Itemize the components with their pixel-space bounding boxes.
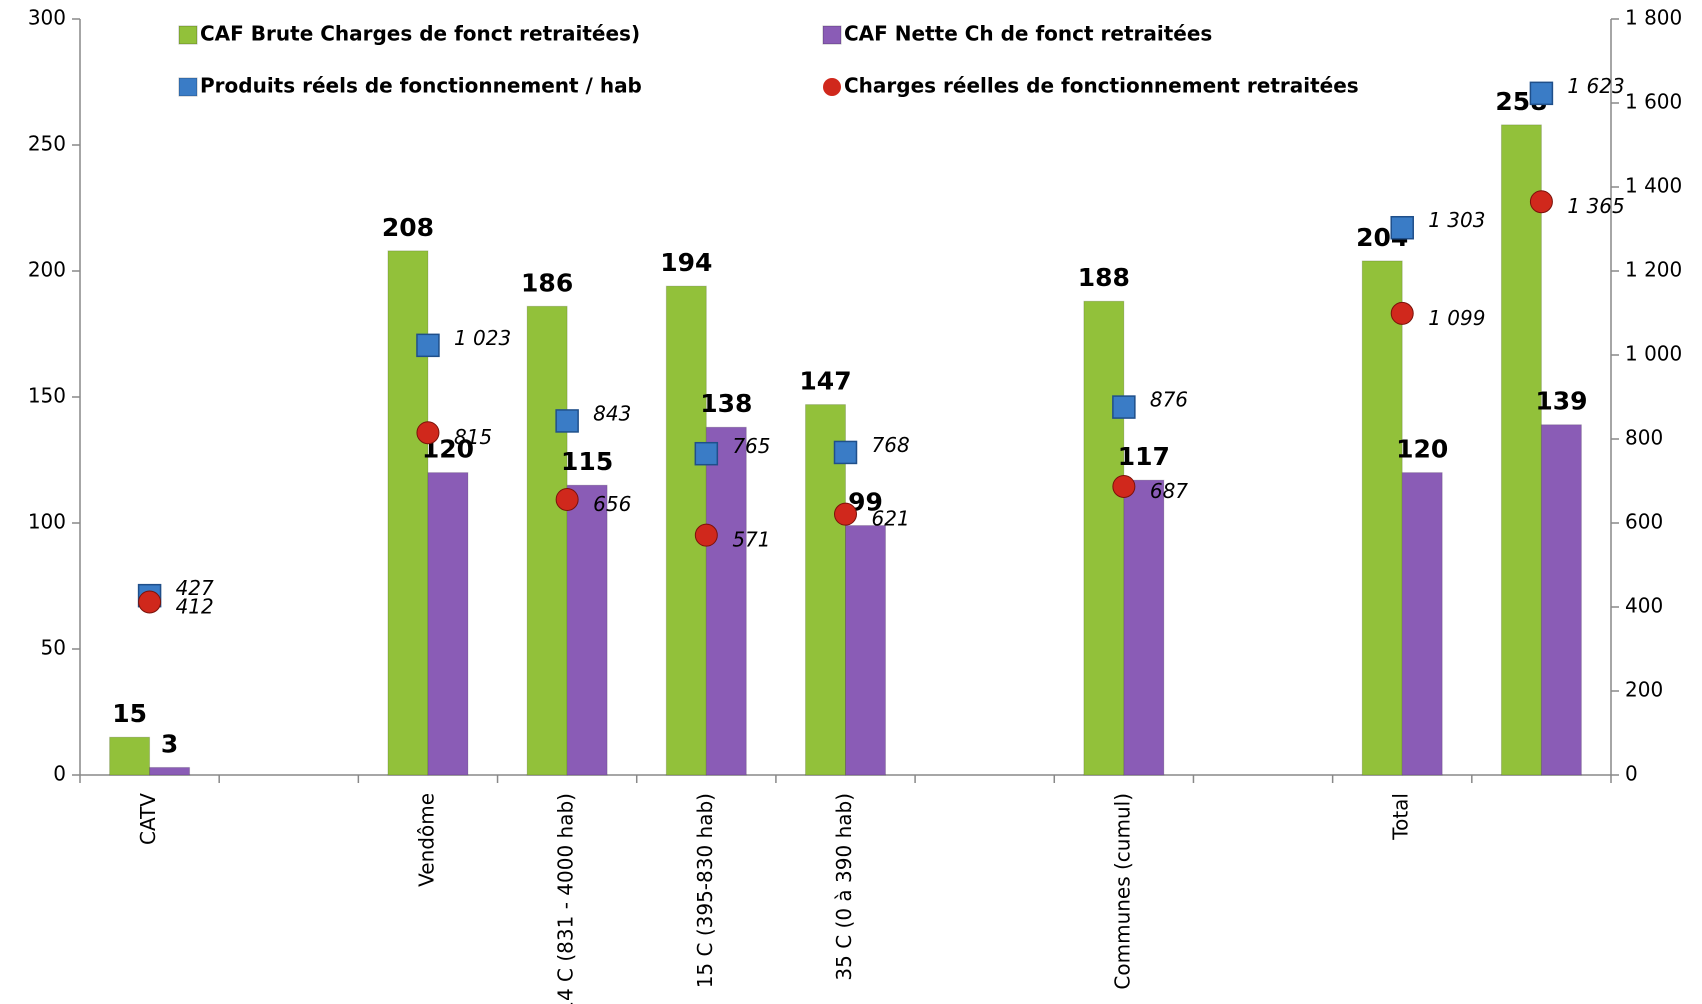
marker-label: 427	[176, 576, 214, 600]
marker-label: 815	[454, 425, 492, 449]
bar	[149, 766, 191, 776]
marker-label: 765	[732, 434, 770, 458]
circle-marker	[1529, 190, 1553, 214]
y2-tick-label: 0	[1625, 762, 1638, 786]
legend-label: Charges réelles de fonctionnement retrai…	[844, 74, 1359, 98]
x-tick-label: Communes (cumul)	[1110, 793, 1134, 990]
bar	[1540, 424, 1582, 776]
x-tick-label: Total	[1389, 793, 1413, 841]
y2-tick-label: 1 000	[1625, 342, 1682, 366]
x-tick-label: 14 C (831 - 4000 hab)	[554, 793, 578, 1004]
y-tick-label: 150	[28, 384, 66, 408]
x-tick-label: 15 C (395-830 hab)	[693, 793, 717, 988]
bar-label: 186	[521, 268, 573, 297]
circle-marker	[138, 590, 162, 614]
marker-label: 1 365	[1567, 194, 1624, 218]
x-tick-label: CATV	[136, 793, 160, 845]
legend-label: CAF Nette Ch de fonct retraitées	[844, 22, 1212, 46]
bar-label: 3	[161, 729, 178, 758]
bar-label: 208	[382, 213, 434, 242]
marker-label: 412	[176, 594, 214, 618]
marker-label: 876	[1150, 388, 1188, 412]
y2-tick-label: 1 400	[1625, 174, 1682, 198]
bar	[1083, 300, 1125, 776]
bar-label: 117	[1118, 442, 1170, 471]
square-marker	[833, 440, 858, 465]
marker-label: 1 023	[454, 326, 511, 350]
circle-marker	[1112, 474, 1136, 498]
marker-label: 1 623	[1567, 74, 1624, 98]
y-tick-label: 50	[41, 636, 66, 660]
legend-swatch	[178, 77, 198, 97]
square-marker	[1529, 81, 1554, 106]
marker-label: 843	[593, 401, 631, 425]
square-marker	[1390, 215, 1414, 240]
circle-marker	[416, 421, 440, 445]
bar-label: 115	[561, 447, 613, 476]
legend-swatch	[822, 25, 842, 45]
marker-label: 571	[732, 528, 770, 552]
y2-tick-label: 800	[1625, 426, 1663, 450]
y2-tick-label: 600	[1625, 510, 1663, 534]
bar-label: 147	[799, 367, 851, 396]
y-tick-label: 200	[28, 258, 66, 282]
bar	[1401, 472, 1443, 776]
square-marker	[694, 441, 719, 466]
y2-tick-label: 200	[1625, 678, 1663, 702]
bar-label: 194	[660, 248, 712, 277]
y-tick-label: 100	[28, 510, 66, 534]
marker-label: 1 099	[1428, 306, 1485, 330]
legend-label: Produits réels de fonctionnement / hab	[200, 74, 642, 98]
marker-label: 768	[872, 433, 910, 457]
y2-tick-label: 400	[1625, 594, 1663, 618]
x-tick-label: Vendôme	[414, 793, 438, 887]
x-tick-label: 35 C (0 à 390 hab)	[832, 793, 856, 981]
bar-label: 15	[112, 699, 147, 728]
square-marker	[555, 409, 579, 433]
y-tick-label: 0	[53, 762, 66, 786]
legend-swatch	[178, 25, 198, 45]
marker-label: 656	[593, 492, 631, 516]
circle-marker	[834, 502, 857, 526]
bar-label: 138	[700, 389, 752, 418]
bar	[1123, 479, 1165, 776]
bar	[109, 736, 151, 776]
bar	[1500, 124, 1542, 776]
y-tick-label: 300	[28, 6, 66, 30]
y2-tick-label: 1 800	[1625, 6, 1682, 30]
square-marker	[416, 333, 440, 358]
bar-label: 139	[1535, 387, 1587, 416]
bar	[705, 426, 747, 776]
marker-label: 687	[1150, 479, 1188, 503]
y-tick-label: 250	[28, 132, 66, 156]
legend-label: CAF Brute Charges de fonct retraitées)	[200, 22, 640, 46]
bar	[845, 525, 886, 776]
marker-label: 621	[872, 507, 910, 531]
bar	[1361, 260, 1403, 776]
bar	[805, 404, 846, 776]
square-marker	[1112, 395, 1136, 419]
marker-label: 1 303	[1428, 208, 1485, 232]
circle-marker	[555, 487, 579, 511]
circle-marker	[694, 523, 718, 547]
bar	[427, 472, 469, 776]
bar	[387, 250, 429, 776]
circle-marker	[1390, 301, 1414, 325]
bar-label: 188	[1078, 263, 1130, 292]
bar	[566, 484, 608, 776]
y2-tick-label: 1 200	[1625, 258, 1682, 282]
bar-label: 120	[1396, 435, 1448, 464]
y2-tick-label: 1 600	[1625, 90, 1682, 114]
legend-swatch	[823, 78, 841, 96]
bar	[526, 305, 568, 776]
